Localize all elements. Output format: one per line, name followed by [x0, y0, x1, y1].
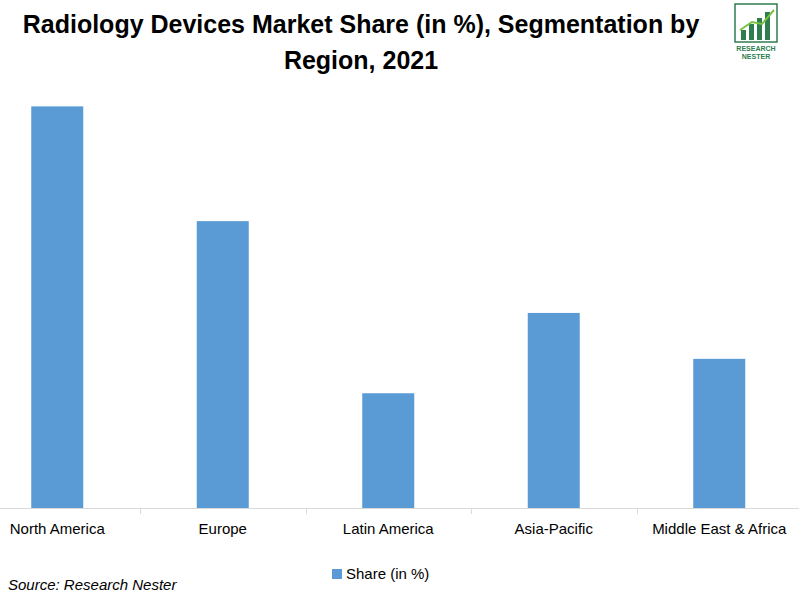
chart: North America Europe Latin America Asia-Pac… [0, 0, 799, 597]
logo-bar [741, 30, 746, 40]
logo-text: RESEARCH [736, 45, 775, 52]
logo-line [740, 10, 774, 30]
x-tick-label: Asia-Pacific [515, 520, 594, 537]
logo-text: NESTER [742, 53, 770, 60]
legend-swatch [332, 569, 342, 579]
x-tick [637, 508, 638, 514]
bar [31, 106, 83, 508]
x-tick [140, 508, 141, 514]
legend: Share (in %) [332, 565, 429, 582]
legend-label: Share (in %) [346, 565, 429, 582]
x-tick-label: Latin America [343, 520, 435, 537]
bar [528, 313, 580, 508]
source: Source: Research Nester [8, 576, 177, 593]
logo-bar [749, 24, 754, 40]
chart-title: Radiology Devices Market Share (in %), S… [0, 6, 722, 78]
bars [31, 106, 745, 508]
x-tick-label: Middle East & Africa [652, 520, 787, 537]
bar [693, 359, 745, 508]
logo-frame [735, 4, 777, 42]
x-tick-label: Europe [199, 520, 247, 537]
logo: RESEARCHNESTER [735, 4, 777, 60]
x-axis-line [0, 508, 799, 509]
bar [197, 221, 249, 508]
logo-bar [757, 18, 762, 40]
x-tick [306, 508, 307, 514]
bar [362, 393, 414, 508]
x-tick [471, 508, 472, 514]
x-tick-label: North America [10, 520, 106, 537]
